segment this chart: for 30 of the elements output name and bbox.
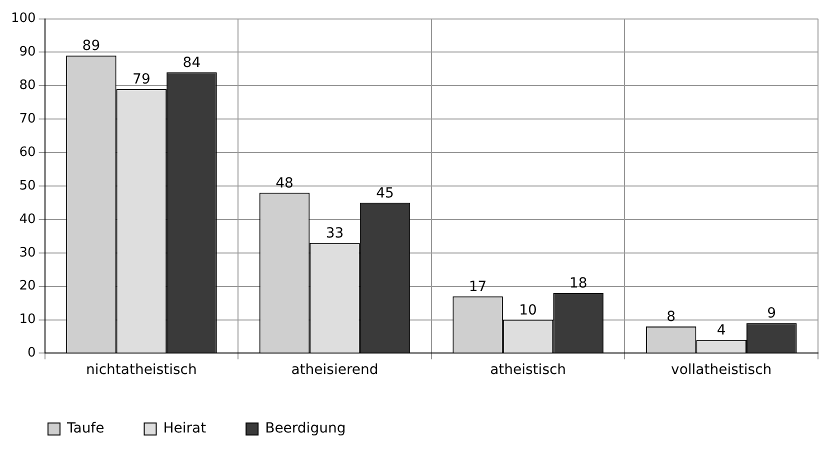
- data-label: 84: [182, 54, 201, 71]
- data-label: 8: [666, 309, 676, 326]
- y-tick-label: 0: [28, 346, 36, 361]
- y-tick-label: 80: [19, 78, 36, 94]
- data-label: 33: [326, 225, 344, 242]
- y-tick-label: 90: [19, 44, 36, 60]
- data-label: 45: [376, 185, 394, 202]
- data-label: 48: [276, 175, 294, 192]
- legend-label: Beerdigung: [265, 420, 346, 437]
- data-label: 10: [519, 302, 537, 318]
- y-tick-label: 10: [19, 312, 36, 328]
- x-tick-label: vollatheistisch: [671, 362, 772, 378]
- data-label: 89: [82, 38, 100, 54]
- legend-label: Heirat: [163, 420, 207, 437]
- y-tick-label: 30: [19, 245, 36, 260]
- data-label: 9: [767, 306, 776, 322]
- x-tick-label: atheistisch: [490, 362, 566, 378]
- y-tick-label: 100: [10, 11, 36, 26]
- y-tick-label: 20: [19, 278, 36, 294]
- data-label: 4: [716, 322, 726, 338]
- x-tick-label: atheisierend: [291, 362, 378, 378]
- y-tick-label: 60: [19, 144, 36, 160]
- y-tick-label: 70: [19, 111, 36, 126]
- data-label: 79: [132, 72, 150, 88]
- y-tick-label: 40: [19, 212, 36, 227]
- legend-label: Taufe: [66, 420, 104, 437]
- y-tick-label: 50: [19, 178, 36, 194]
- data-label: 17: [468, 278, 487, 295]
- data-label: 18: [569, 276, 588, 292]
- x-tick-label: nichtatheistisch: [86, 362, 197, 378]
